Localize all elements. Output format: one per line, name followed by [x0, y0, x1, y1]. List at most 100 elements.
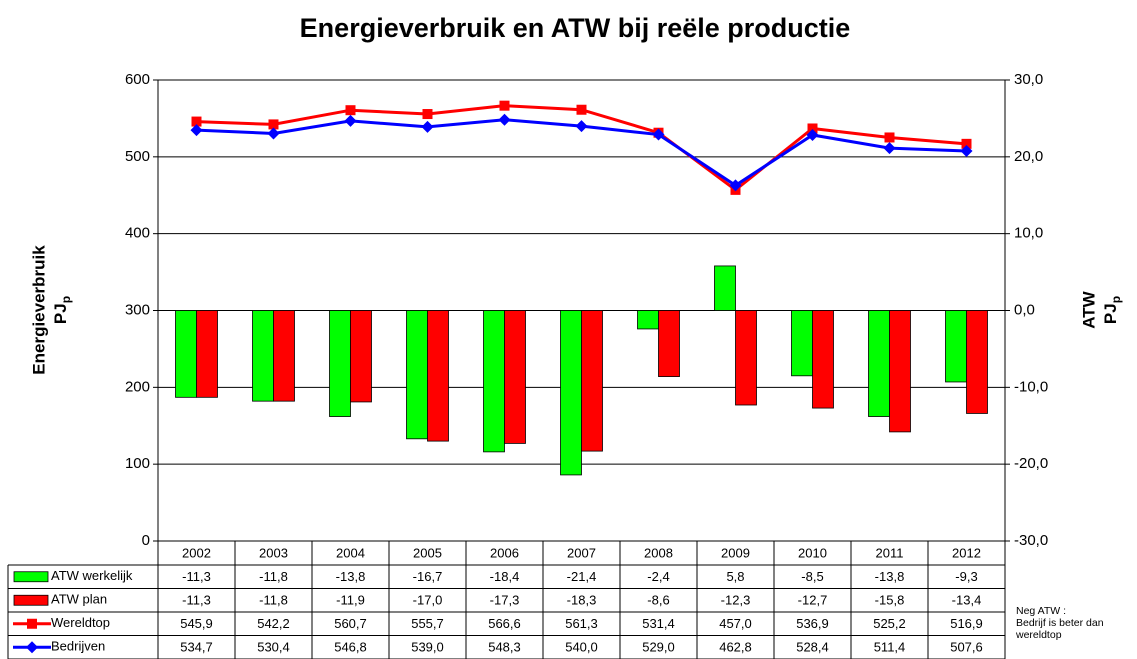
bar: [175, 310, 197, 398]
marker: [499, 100, 510, 111]
x-tick-label: 2010: [798, 545, 827, 560]
bar: [350, 310, 372, 403]
marker: [576, 104, 587, 115]
x-tick-label: 2008: [644, 545, 673, 560]
y-tick-label: 300: [125, 301, 150, 318]
table-value: 546,8: [334, 640, 367, 655]
x-tick-label: 2002: [182, 545, 211, 560]
line: [196, 104, 967, 192]
table-value: -12,3: [721, 593, 751, 608]
bar: [252, 310, 274, 402]
table-value: -11,8: [259, 569, 288, 584]
marker: [344, 114, 357, 127]
table-value: -12,7: [798, 593, 828, 608]
bar: [329, 310, 351, 417]
table-value: 525,2: [873, 616, 906, 631]
table-value: 462,8: [719, 640, 752, 655]
annotation: Neg ATW :: [1016, 605, 1066, 617]
table-value: 539,0: [411, 640, 444, 655]
table-value: 516,9: [950, 616, 983, 631]
table-value: 528,4: [796, 640, 829, 655]
legend-label: ATW werkelijk: [51, 568, 133, 583]
table-value: -9,3: [955, 569, 977, 584]
table-value: -8,6: [647, 593, 669, 608]
axis-label-text: Energieverbruik: [29, 245, 48, 375]
x-tick-label: 2005: [413, 545, 442, 560]
legend-swatch: [13, 571, 49, 583]
y-tick-label: 600: [125, 71, 150, 88]
marker: [191, 116, 202, 127]
bar: [735, 310, 757, 406]
table-value: -17,3: [490, 593, 520, 608]
marker: [498, 113, 511, 126]
table-value: 548,3: [488, 640, 521, 655]
y2-tick-label: -30,0: [1014, 532, 1048, 549]
bar: [791, 310, 813, 377]
bar: [812, 310, 834, 409]
legend-label: Bedrijven: [51, 639, 105, 654]
marker: [729, 179, 742, 192]
legend-swatch: [13, 594, 49, 606]
y2-tick-label: 30,0: [1014, 71, 1043, 88]
legend-label: Wereldtop: [51, 615, 110, 630]
table-value: -17,0: [413, 593, 443, 608]
table-value: -2,4: [647, 569, 669, 584]
marker: [26, 641, 38, 654]
table-value: 5,8: [726, 569, 744, 584]
table-value: -16,7: [413, 569, 443, 584]
bar: [637, 310, 659, 330]
table-value: -18,4: [490, 569, 520, 584]
bar: [889, 310, 911, 433]
table-value: 555,7: [411, 616, 444, 631]
table-value: 566,6: [488, 616, 521, 631]
marker: [421, 120, 434, 133]
table-value: 531,4: [642, 616, 675, 631]
marker: [807, 123, 818, 134]
marker: [961, 138, 972, 149]
axis-unit-sub: p: [59, 296, 73, 303]
table-value: -8,5: [801, 569, 823, 584]
table-value: -11,3: [182, 593, 211, 608]
axis-label-text: ATW: [1079, 290, 1098, 328]
y2-tick-label: 10,0: [1014, 225, 1043, 242]
y2-tick-label: -20,0: [1014, 455, 1048, 472]
bar: [273, 310, 295, 402]
bar: [581, 310, 603, 452]
table-value: 534,7: [180, 640, 213, 655]
bar: [714, 265, 736, 311]
marker: [345, 105, 356, 116]
marker: [190, 124, 203, 137]
table-value: 540,0: [565, 640, 598, 655]
axis-unit: PJp: [1101, 296, 1123, 324]
table-value: 560,7: [334, 616, 367, 631]
marker: [575, 120, 588, 133]
bar: [868, 310, 890, 417]
axis-unit: PJp: [51, 296, 73, 324]
axis-label: ATW PJp: [1079, 290, 1123, 328]
bar: [560, 310, 582, 476]
y-tick-label: 100: [125, 455, 150, 472]
marker: [268, 119, 279, 130]
marker: [884, 132, 895, 143]
bar: [945, 310, 967, 383]
table-value: -15,8: [875, 593, 905, 608]
marker: [652, 128, 665, 141]
bar: [427, 310, 449, 442]
table-value: 561,3: [565, 616, 598, 631]
y2-tick-label: 0,0: [1014, 301, 1035, 318]
x-tick-label: 2012: [952, 545, 981, 560]
table-value: 457,0: [719, 616, 752, 631]
axis-unit-text: PJ: [1101, 303, 1120, 324]
y-tick-label: 0: [142, 532, 150, 549]
table-value: -11,9: [336, 593, 365, 608]
table-value: 529,0: [642, 640, 675, 655]
bar: [966, 310, 988, 414]
marker: [267, 127, 280, 140]
y2-tick-label: -10,0: [1014, 378, 1048, 395]
table-value: 536,9: [796, 616, 829, 631]
chart-title: Energieverbruik en ATW bij reële product…: [300, 13, 851, 43]
axis-unit-text: PJ: [51, 303, 70, 324]
table-value: 545,9: [180, 616, 213, 631]
table-value: -13,8: [336, 569, 366, 584]
